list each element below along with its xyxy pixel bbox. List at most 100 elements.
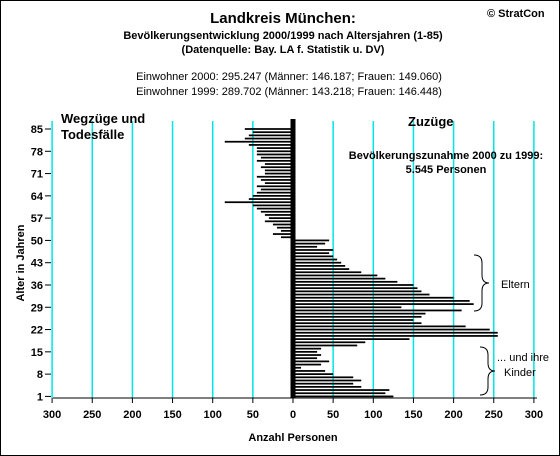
bar-age-8	[293, 373, 334, 375]
bar-age-26	[293, 315, 422, 318]
bar-age-48	[293, 245, 318, 248]
eltern-brace	[473, 254, 490, 312]
bar-age-31	[293, 300, 470, 302]
bar-age-70	[256, 175, 293, 178]
bar-age-25	[293, 319, 414, 321]
bar-age-76	[260, 156, 293, 159]
kinder-label-line2: Kinder	[504, 367, 536, 379]
copyright-label: © StratCon	[487, 8, 545, 20]
x-tick-label: 150	[163, 409, 181, 421]
bar-age-80	[248, 144, 293, 146]
bar-age-71	[264, 172, 293, 175]
bar-age-27	[293, 312, 426, 315]
bar-age-62	[224, 201, 293, 204]
bar-age-34	[293, 290, 422, 293]
bar-age-1	[293, 395, 394, 398]
y-tick-label: 50	[31, 235, 43, 247]
x-tick-label: 50	[247, 409, 259, 421]
y-axis-ticks: 1 8 15 22 29 36 43 50 57 64 71 78 85	[31, 124, 51, 403]
bar-age-22	[293, 328, 490, 331]
y-tick-label: 43	[31, 258, 43, 270]
gridlines	[51, 121, 535, 398]
inhabitants-1999: Einwohner 1999: 289.702 (Männer: 143.218…	[136, 86, 442, 98]
bar-age-32	[293, 296, 454, 299]
bar-age-14	[293, 354, 322, 356]
x-tick-label: 0	[290, 409, 296, 421]
bar-age-45	[293, 255, 334, 258]
y-tick-label: 71	[31, 169, 43, 181]
x-axis-ticks: 300 250 200 150 100 50 0 50 100 150 200 250 300	[43, 398, 543, 421]
bar-age-54	[276, 226, 293, 229]
bar-age-75	[256, 159, 293, 162]
bar-age-51	[280, 236, 293, 239]
bar-age-10	[293, 366, 302, 369]
y-tick-label: 22	[31, 325, 43, 337]
bar-age-42	[293, 265, 346, 267]
kinder-label-line1: ... und ihre	[497, 352, 549, 364]
y-tick-label: 36	[31, 280, 43, 292]
bar-age-29	[293, 306, 402, 309]
y-tick-label: 15	[31, 347, 43, 359]
x-tick-label: 200	[444, 409, 462, 421]
bar-age-73	[260, 166, 293, 169]
bar-age-40	[293, 271, 362, 274]
y-tick-label: 29	[31, 302, 43, 314]
bar-age-18	[293, 341, 366, 344]
bar-age-69	[260, 179, 293, 181]
chart-subtitle: Bevölkerungsentwicklung 2000/1999 nach A…	[123, 30, 443, 42]
x-tick-label: 150	[404, 409, 422, 421]
bar-age-16	[293, 347, 322, 350]
bar-age-61	[252, 204, 293, 207]
bar-age-11	[293, 363, 322, 366]
bar-age-49	[293, 242, 326, 245]
bar-age-77	[256, 153, 293, 156]
bar-age-13	[293, 357, 318, 360]
bar-age-67	[256, 185, 293, 188]
bar-age-60	[256, 207, 293, 210]
bar-age-9	[293, 370, 326, 372]
bar-age-41	[293, 268, 350, 270]
bar-age-55	[272, 223, 293, 226]
bar-age-82	[244, 137, 293, 140]
bar-age-44	[293, 258, 338, 261]
bar-age-15	[293, 350, 318, 353]
zero-axis-bar	[290, 119, 296, 398]
bars	[224, 119, 498, 398]
kinder-brace	[479, 346, 496, 396]
bar-age-19	[293, 338, 410, 340]
bar-age-56	[264, 220, 293, 223]
x-axis-label: Anzahl Personen	[248, 432, 338, 444]
bar-age-58	[264, 214, 293, 216]
bar-age-21	[293, 331, 498, 334]
x-tick-label: 300	[525, 409, 543, 421]
bar-age-5	[293, 382, 354, 385]
x-tick-label: 250	[83, 409, 101, 421]
bar-age-84	[252, 131, 293, 134]
inhabitants-2000: Einwohner 2000: 295.247 (Männer: 146.187…	[136, 71, 442, 83]
bar-age-50	[293, 239, 330, 242]
left-annotation-line2: Todesfälle	[61, 127, 124, 142]
bar-age-7	[293, 376, 354, 379]
bar-age-35	[293, 287, 418, 290]
bar-age-83	[248, 134, 293, 137]
chart-title: Landkreis München:	[210, 10, 356, 27]
bar-age-79	[256, 147, 293, 149]
bar-age-12	[293, 360, 330, 363]
bar-age-4	[293, 385, 362, 388]
bar-age-57	[268, 217, 293, 220]
bar-age-72	[264, 169, 293, 172]
x-tick-label: 100	[364, 409, 382, 421]
y-tick-label: 8	[37, 369, 43, 381]
bar-age-59	[260, 210, 293, 213]
bar-age-53	[280, 229, 293, 232]
y-tick-label: 64	[31, 191, 44, 203]
bar-age-85	[244, 128, 293, 130]
y-axis-label: Alter in Jahren	[15, 224, 27, 301]
bar-age-37	[293, 280, 398, 283]
bar-age-64	[252, 194, 293, 197]
x-tick-label: 300	[43, 409, 61, 421]
bar-age-20	[293, 335, 498, 337]
x-tick-label: 250	[485, 409, 503, 421]
y-tick-label: 1	[37, 391, 43, 403]
bar-age-2	[293, 392, 386, 395]
